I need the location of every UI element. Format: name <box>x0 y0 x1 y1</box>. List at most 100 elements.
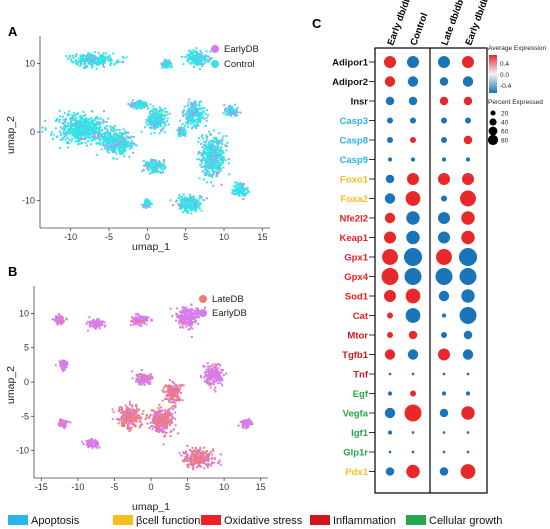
umap-point <box>81 440 84 443</box>
umap-point <box>189 198 192 201</box>
umap-point <box>191 109 194 112</box>
umap-point <box>200 454 203 457</box>
umap-point <box>145 198 148 201</box>
umap-point <box>109 143 112 146</box>
umap-point <box>212 136 215 139</box>
umap-point <box>117 61 120 64</box>
umap-point <box>186 444 189 447</box>
umap-point <box>83 122 86 125</box>
umap-point <box>158 415 161 418</box>
umap-point <box>108 54 111 57</box>
umap-point <box>246 186 249 189</box>
umap-point <box>126 406 129 409</box>
umap-point <box>145 105 148 108</box>
umap-point <box>190 321 193 324</box>
umap-point <box>58 421 61 424</box>
umap-point <box>131 405 134 408</box>
umap-point <box>144 378 147 381</box>
umap-point <box>238 189 241 192</box>
umap-point <box>176 385 179 388</box>
umap-point <box>235 108 238 111</box>
umap-point <box>191 450 194 453</box>
umap-point <box>208 163 211 166</box>
umap-point <box>195 450 198 453</box>
umap-point <box>89 124 92 127</box>
umap-point <box>212 173 215 176</box>
umap-point <box>194 210 197 213</box>
umap-point <box>164 64 167 67</box>
umap-point <box>129 136 132 139</box>
umap-point <box>122 142 125 145</box>
umap-point <box>136 415 139 418</box>
umap-point <box>176 395 179 398</box>
umap-point <box>161 399 164 402</box>
umap-point <box>125 143 128 146</box>
umap-point <box>132 103 135 106</box>
umap-point <box>95 446 98 449</box>
umap-point <box>200 166 203 169</box>
umap-point <box>101 61 104 64</box>
umap-point <box>200 196 203 199</box>
umap-point <box>221 158 224 161</box>
umap-point <box>191 111 194 114</box>
umap-point <box>131 370 134 373</box>
umap-point <box>195 199 198 202</box>
umap-point <box>161 66 164 69</box>
umap-point <box>205 58 208 61</box>
umap-point <box>63 425 66 428</box>
umap-point <box>63 427 66 430</box>
umap-point <box>129 426 132 429</box>
umap-point <box>87 127 90 130</box>
x-tick-label: 10 <box>219 232 229 242</box>
umap-point <box>152 170 155 173</box>
umap-point <box>172 416 175 419</box>
umap-point <box>138 324 141 327</box>
umap-point <box>64 125 67 128</box>
umap-point <box>167 410 170 413</box>
umap-point <box>162 171 165 174</box>
umap-point <box>193 111 196 114</box>
umap-point <box>109 135 112 138</box>
umap-point <box>208 130 211 133</box>
umap-point <box>155 430 158 433</box>
umap-point <box>219 169 222 172</box>
umap-point <box>161 414 164 417</box>
umap-point <box>185 116 188 119</box>
umap-point <box>72 130 75 133</box>
umap-point <box>163 63 166 66</box>
umap-cluster <box>140 198 153 209</box>
umap-point <box>99 320 102 323</box>
umap-point <box>164 420 167 423</box>
umap-point <box>102 139 105 142</box>
umap-point <box>90 445 93 448</box>
umap-point <box>199 60 202 63</box>
umap-point <box>138 315 141 318</box>
umap-point <box>180 126 183 129</box>
umap-point <box>195 454 198 457</box>
umap-point <box>76 127 79 130</box>
umap-point <box>137 312 140 315</box>
umap-point <box>151 377 154 380</box>
umap-point <box>172 408 175 411</box>
umap-point <box>104 144 107 147</box>
umap-point <box>151 112 154 115</box>
umap-point <box>224 107 227 110</box>
umap-point <box>121 139 124 142</box>
umap-point <box>237 189 240 192</box>
umap-point <box>191 327 194 330</box>
umap-point <box>112 129 115 132</box>
umap-point <box>185 452 188 455</box>
umap-point <box>215 151 218 154</box>
umap-point <box>82 114 85 117</box>
umap-point <box>192 107 195 110</box>
umap-point <box>145 318 148 321</box>
umap-point <box>119 418 122 421</box>
umap-point <box>191 451 194 454</box>
umap-point <box>89 53 92 56</box>
umap-point <box>243 189 246 192</box>
umap-point <box>204 146 207 149</box>
umap-point <box>200 153 203 156</box>
umap-point <box>108 151 111 154</box>
umap-point <box>121 150 124 153</box>
umap-point <box>171 397 174 400</box>
